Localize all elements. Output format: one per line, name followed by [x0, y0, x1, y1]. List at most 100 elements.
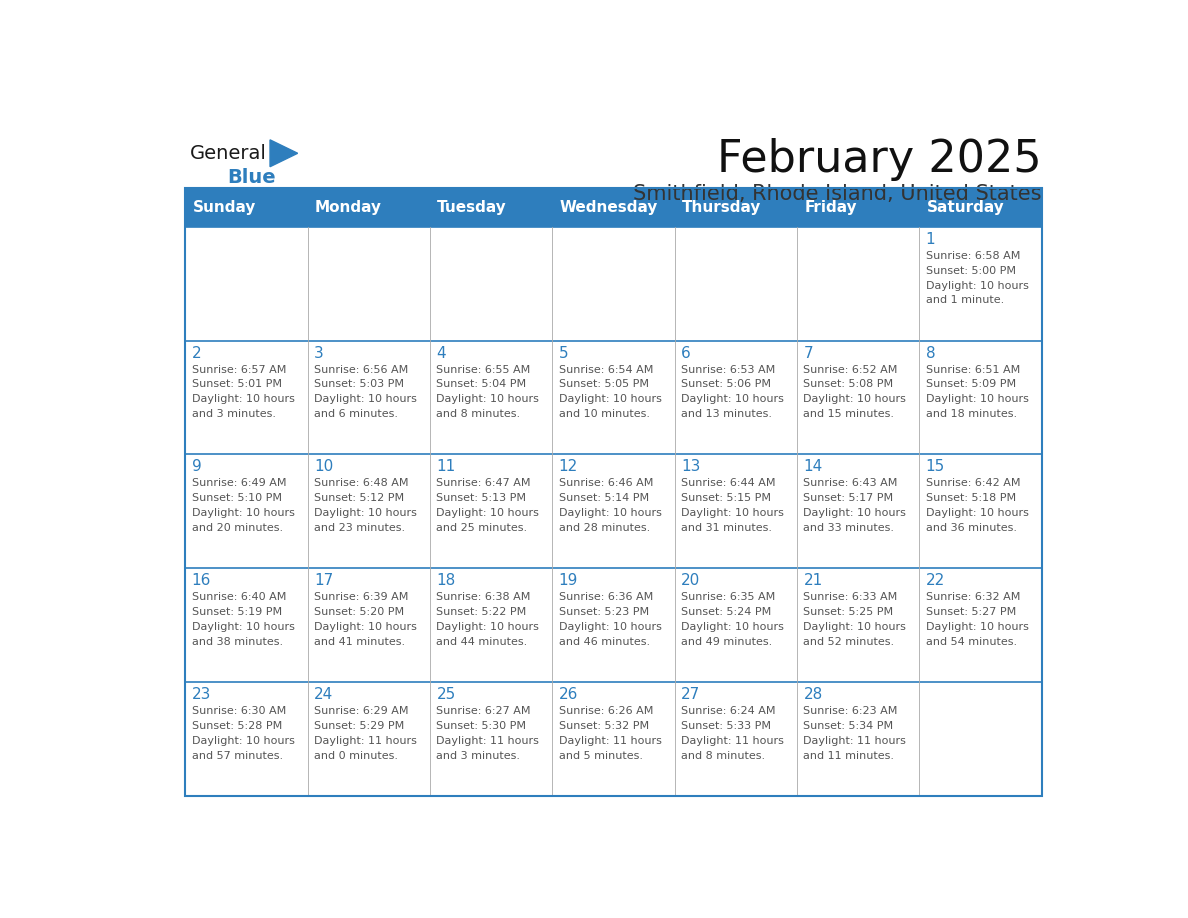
Text: Thursday: Thursday — [682, 200, 762, 215]
FancyBboxPatch shape — [675, 341, 797, 454]
Text: Daylight: 11 hours: Daylight: 11 hours — [558, 735, 662, 745]
Text: Daylight: 11 hours: Daylight: 11 hours — [314, 735, 417, 745]
Text: and 33 minutes.: and 33 minutes. — [803, 523, 895, 533]
Text: and 36 minutes.: and 36 minutes. — [925, 523, 1017, 533]
Text: Sunrise: 6:55 AM: Sunrise: 6:55 AM — [436, 364, 531, 375]
Text: Sunrise: 6:58 AM: Sunrise: 6:58 AM — [925, 251, 1020, 261]
Text: Daylight: 10 hours: Daylight: 10 hours — [191, 735, 295, 745]
Text: Sunrise: 6:52 AM: Sunrise: 6:52 AM — [803, 364, 898, 375]
Text: and 54 minutes.: and 54 minutes. — [925, 637, 1017, 647]
Text: Sunrise: 6:49 AM: Sunrise: 6:49 AM — [191, 478, 286, 488]
Text: Sunset: 5:19 PM: Sunset: 5:19 PM — [191, 607, 282, 617]
FancyBboxPatch shape — [308, 188, 430, 227]
Text: Daylight: 10 hours: Daylight: 10 hours — [314, 395, 417, 404]
Text: Sunset: 5:34 PM: Sunset: 5:34 PM — [803, 721, 893, 731]
Text: 21: 21 — [803, 573, 822, 588]
FancyBboxPatch shape — [430, 682, 552, 796]
FancyBboxPatch shape — [185, 682, 308, 796]
Text: Blue: Blue — [228, 168, 277, 187]
Text: Sunrise: 6:48 AM: Sunrise: 6:48 AM — [314, 478, 409, 488]
Text: and 11 minutes.: and 11 minutes. — [803, 751, 895, 761]
Text: Friday: Friday — [804, 200, 857, 215]
Text: Sunrise: 6:54 AM: Sunrise: 6:54 AM — [558, 364, 653, 375]
Text: and 52 minutes.: and 52 minutes. — [803, 637, 895, 647]
Text: Sunset: 5:03 PM: Sunset: 5:03 PM — [314, 379, 404, 389]
Text: Sunrise: 6:43 AM: Sunrise: 6:43 AM — [803, 478, 898, 488]
Text: Sunset: 5:24 PM: Sunset: 5:24 PM — [681, 607, 771, 617]
Text: and 10 minutes.: and 10 minutes. — [558, 409, 650, 420]
Text: and 25 minutes.: and 25 minutes. — [436, 523, 527, 533]
Text: Daylight: 10 hours: Daylight: 10 hours — [681, 621, 784, 632]
Text: and 8 minutes.: and 8 minutes. — [436, 409, 520, 420]
FancyBboxPatch shape — [797, 454, 920, 568]
Text: Sunrise: 6:32 AM: Sunrise: 6:32 AM — [925, 592, 1020, 602]
Text: and 28 minutes.: and 28 minutes. — [558, 523, 650, 533]
Text: Sunrise: 6:57 AM: Sunrise: 6:57 AM — [191, 364, 286, 375]
Text: Sunset: 5:15 PM: Sunset: 5:15 PM — [681, 493, 771, 503]
Text: Sunset: 5:29 PM: Sunset: 5:29 PM — [314, 721, 404, 731]
Text: 1: 1 — [925, 231, 935, 247]
Text: Daylight: 10 hours: Daylight: 10 hours — [925, 395, 1029, 404]
FancyBboxPatch shape — [552, 341, 675, 454]
Text: Monday: Monday — [315, 200, 383, 215]
Text: Sunrise: 6:42 AM: Sunrise: 6:42 AM — [925, 478, 1020, 488]
FancyBboxPatch shape — [675, 454, 797, 568]
Text: 27: 27 — [681, 687, 700, 702]
Text: 19: 19 — [558, 573, 579, 588]
Text: Sunrise: 6:39 AM: Sunrise: 6:39 AM — [314, 592, 409, 602]
Text: Sunset: 5:05 PM: Sunset: 5:05 PM — [558, 379, 649, 389]
Text: Sunset: 5:04 PM: Sunset: 5:04 PM — [436, 379, 526, 389]
Text: Daylight: 10 hours: Daylight: 10 hours — [558, 621, 662, 632]
Text: Daylight: 10 hours: Daylight: 10 hours — [925, 509, 1029, 518]
FancyBboxPatch shape — [185, 341, 308, 454]
Text: 23: 23 — [191, 687, 211, 702]
Text: Daylight: 10 hours: Daylight: 10 hours — [803, 621, 906, 632]
Text: Sunrise: 6:44 AM: Sunrise: 6:44 AM — [681, 478, 776, 488]
Text: 7: 7 — [803, 345, 813, 361]
Text: Daylight: 10 hours: Daylight: 10 hours — [191, 509, 295, 518]
FancyBboxPatch shape — [552, 568, 675, 682]
Text: Daylight: 10 hours: Daylight: 10 hours — [681, 395, 784, 404]
Text: and 41 minutes.: and 41 minutes. — [314, 637, 405, 647]
Text: Daylight: 10 hours: Daylight: 10 hours — [803, 509, 906, 518]
Text: Wednesday: Wednesday — [560, 200, 658, 215]
Text: and 20 minutes.: and 20 minutes. — [191, 523, 283, 533]
Text: Sunset: 5:18 PM: Sunset: 5:18 PM — [925, 493, 1016, 503]
Text: 4: 4 — [436, 345, 446, 361]
Text: and 57 minutes.: and 57 minutes. — [191, 751, 283, 761]
FancyBboxPatch shape — [675, 682, 797, 796]
Text: Sunrise: 6:27 AM: Sunrise: 6:27 AM — [436, 706, 531, 716]
Text: General: General — [190, 144, 267, 163]
Text: Daylight: 10 hours: Daylight: 10 hours — [314, 509, 417, 518]
Text: and 18 minutes.: and 18 minutes. — [925, 409, 1017, 420]
Text: Sunrise: 6:23 AM: Sunrise: 6:23 AM — [803, 706, 898, 716]
Text: and 38 minutes.: and 38 minutes. — [191, 637, 283, 647]
Text: Daylight: 10 hours: Daylight: 10 hours — [925, 621, 1029, 632]
FancyBboxPatch shape — [920, 188, 1042, 227]
Text: 10: 10 — [314, 459, 334, 475]
FancyBboxPatch shape — [185, 227, 308, 341]
Text: Daylight: 10 hours: Daylight: 10 hours — [436, 509, 539, 518]
Text: Daylight: 10 hours: Daylight: 10 hours — [191, 621, 295, 632]
Text: 6: 6 — [681, 345, 690, 361]
Text: and 6 minutes.: and 6 minutes. — [314, 409, 398, 420]
Text: and 44 minutes.: and 44 minutes. — [436, 637, 527, 647]
FancyBboxPatch shape — [920, 682, 1042, 796]
Text: Daylight: 10 hours: Daylight: 10 hours — [558, 395, 662, 404]
Text: and 15 minutes.: and 15 minutes. — [803, 409, 895, 420]
Text: Sunrise: 6:47 AM: Sunrise: 6:47 AM — [436, 478, 531, 488]
Text: Daylight: 10 hours: Daylight: 10 hours — [925, 281, 1029, 290]
Text: Sunrise: 6:33 AM: Sunrise: 6:33 AM — [803, 592, 898, 602]
Text: Sunset: 5:17 PM: Sunset: 5:17 PM — [803, 493, 893, 503]
Text: 26: 26 — [558, 687, 579, 702]
Text: Sunset: 5:13 PM: Sunset: 5:13 PM — [436, 493, 526, 503]
FancyBboxPatch shape — [797, 341, 920, 454]
Text: Sunset: 5:12 PM: Sunset: 5:12 PM — [314, 493, 404, 503]
FancyBboxPatch shape — [308, 454, 430, 568]
Text: Daylight: 10 hours: Daylight: 10 hours — [314, 621, 417, 632]
Text: 11: 11 — [436, 459, 456, 475]
Text: Sunrise: 6:51 AM: Sunrise: 6:51 AM — [925, 364, 1020, 375]
Text: Sunset: 5:32 PM: Sunset: 5:32 PM — [558, 721, 649, 731]
FancyBboxPatch shape — [920, 568, 1042, 682]
Text: Sunrise: 6:35 AM: Sunrise: 6:35 AM — [681, 592, 776, 602]
